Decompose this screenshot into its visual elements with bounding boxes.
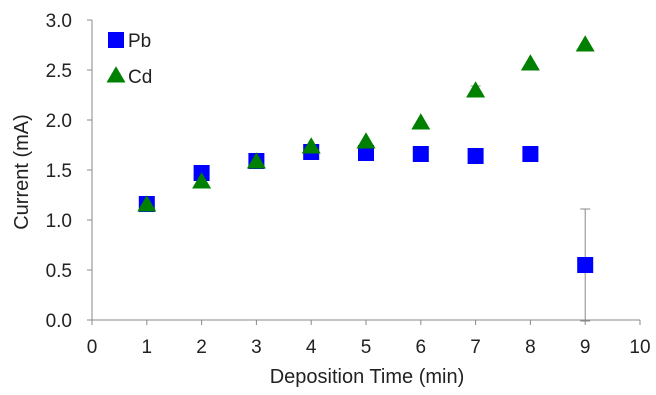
x-tick-label: 5 (361, 337, 372, 358)
data-points (137, 35, 595, 273)
cd-point (356, 132, 376, 149)
pb-point (577, 257, 594, 273)
cd-point (520, 54, 540, 71)
axes (87, 19, 641, 325)
pb-point (467, 148, 484, 164)
x-tick-label: 0 (87, 337, 98, 358)
x-tick-label: 4 (306, 337, 317, 358)
x-tick-label: 3 (251, 337, 262, 358)
error-bars (470, 85, 591, 322)
cd-point (192, 172, 212, 189)
y-tick-label: 2.5 (46, 61, 72, 82)
cd-point (575, 35, 595, 52)
y-tick-label: 0.0 (46, 311, 72, 332)
x-tick-label: 9 (580, 337, 591, 358)
x-tick-label: 6 (416, 337, 427, 358)
x-tick-label: 7 (470, 337, 481, 358)
legend-label-cd: Cd (128, 67, 152, 88)
y-axis-title: Current (mA) (11, 114, 33, 230)
pb-point (522, 146, 539, 162)
x-tick-label: 8 (525, 337, 536, 358)
y-tick-label: 2.0 (46, 111, 72, 132)
legend-marker-cd (106, 66, 126, 83)
legend-label-pb: Pb (128, 31, 151, 52)
pb-point (358, 145, 374, 161)
tick-labels: 0.0 0.5 1.0 1.5 2.0 2.5 3.0 0 1 2 3 4 5 6 7 8 9 10 (46, 11, 651, 358)
cd-point (301, 137, 321, 154)
y-tick-label: 1.5 (46, 161, 72, 182)
cd-point (246, 152, 266, 169)
cd-point (411, 113, 431, 130)
cd-point (137, 195, 157, 212)
x-axis-title: Deposition Time (min) (270, 366, 465, 388)
x-tick-label: 1 (142, 337, 153, 358)
legend: Pb Cd (106, 31, 152, 88)
y-tick-label: 3.0 (46, 11, 72, 32)
x-tick-label: 10 (629, 337, 650, 358)
y-tick-label: 1.0 (46, 211, 72, 232)
y-tick-label: 0.5 (46, 261, 72, 282)
pb-point (412, 146, 429, 162)
legend-marker-pb (108, 32, 124, 48)
x-tick-label: 2 (196, 337, 207, 358)
cd-point (466, 81, 486, 98)
